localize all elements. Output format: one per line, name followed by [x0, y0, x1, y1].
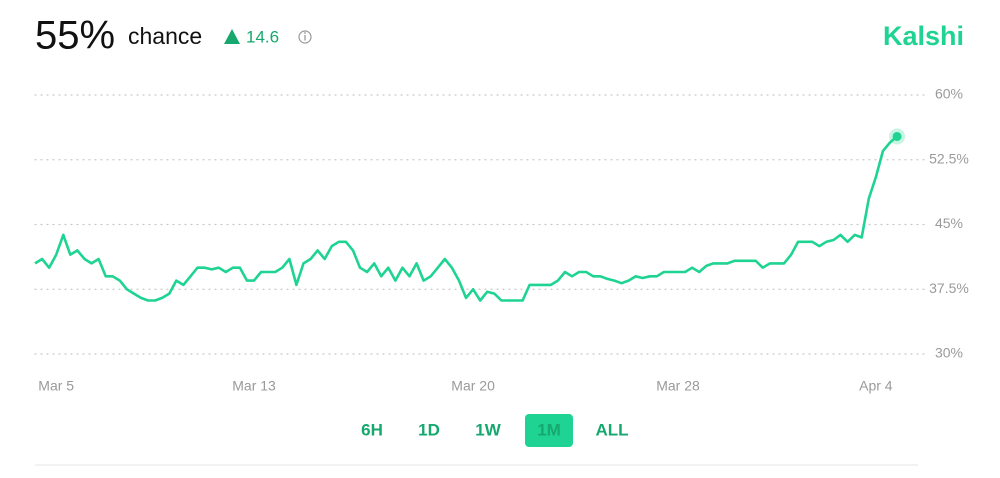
y-tick-label: 37.5%: [929, 280, 969, 296]
range-button-label: 1W: [475, 420, 501, 439]
range-button[interactable]: 1D: [418, 420, 440, 439]
y-tick-label: 45%: [935, 215, 963, 231]
x-tick-label: Mar 20: [451, 378, 495, 394]
y-tick-label: 30%: [935, 345, 963, 361]
last-point: [892, 131, 902, 141]
info-icon[interactable]: [298, 30, 312, 44]
range-button[interactable]: ALL: [595, 420, 628, 439]
range-button-bg: [525, 414, 573, 447]
info-icon-circle: [298, 30, 312, 44]
x-tick-label: Mar 28: [656, 378, 700, 394]
x-tick-label: Apr 4: [859, 378, 893, 394]
x-tick-label: Mar 5: [38, 378, 74, 394]
probability-label: chance: [128, 23, 202, 49]
change-value: 14.6: [246, 27, 279, 46]
range-button-label: 6H: [361, 420, 383, 439]
probability: 55%: [35, 14, 115, 58]
range-button[interactable]: 6H: [361, 420, 383, 439]
range-button[interactable]: 1W: [475, 420, 501, 439]
info-icon-dot: [304, 32, 306, 34]
y-tick-label: 60%: [935, 86, 963, 102]
range-button[interactable]: 1M: [525, 414, 573, 447]
range-button-label: 1D: [418, 420, 440, 439]
brand-logo: Kalshi: [883, 21, 964, 51]
range-button-label: ALL: [595, 420, 628, 439]
change-arrow: [224, 29, 240, 44]
range-button-label: 1M: [537, 420, 561, 439]
price-line: [34, 135, 898, 302]
x-tick-label: Mar 13: [232, 378, 276, 394]
y-tick-label: 52.5%: [929, 150, 969, 166]
